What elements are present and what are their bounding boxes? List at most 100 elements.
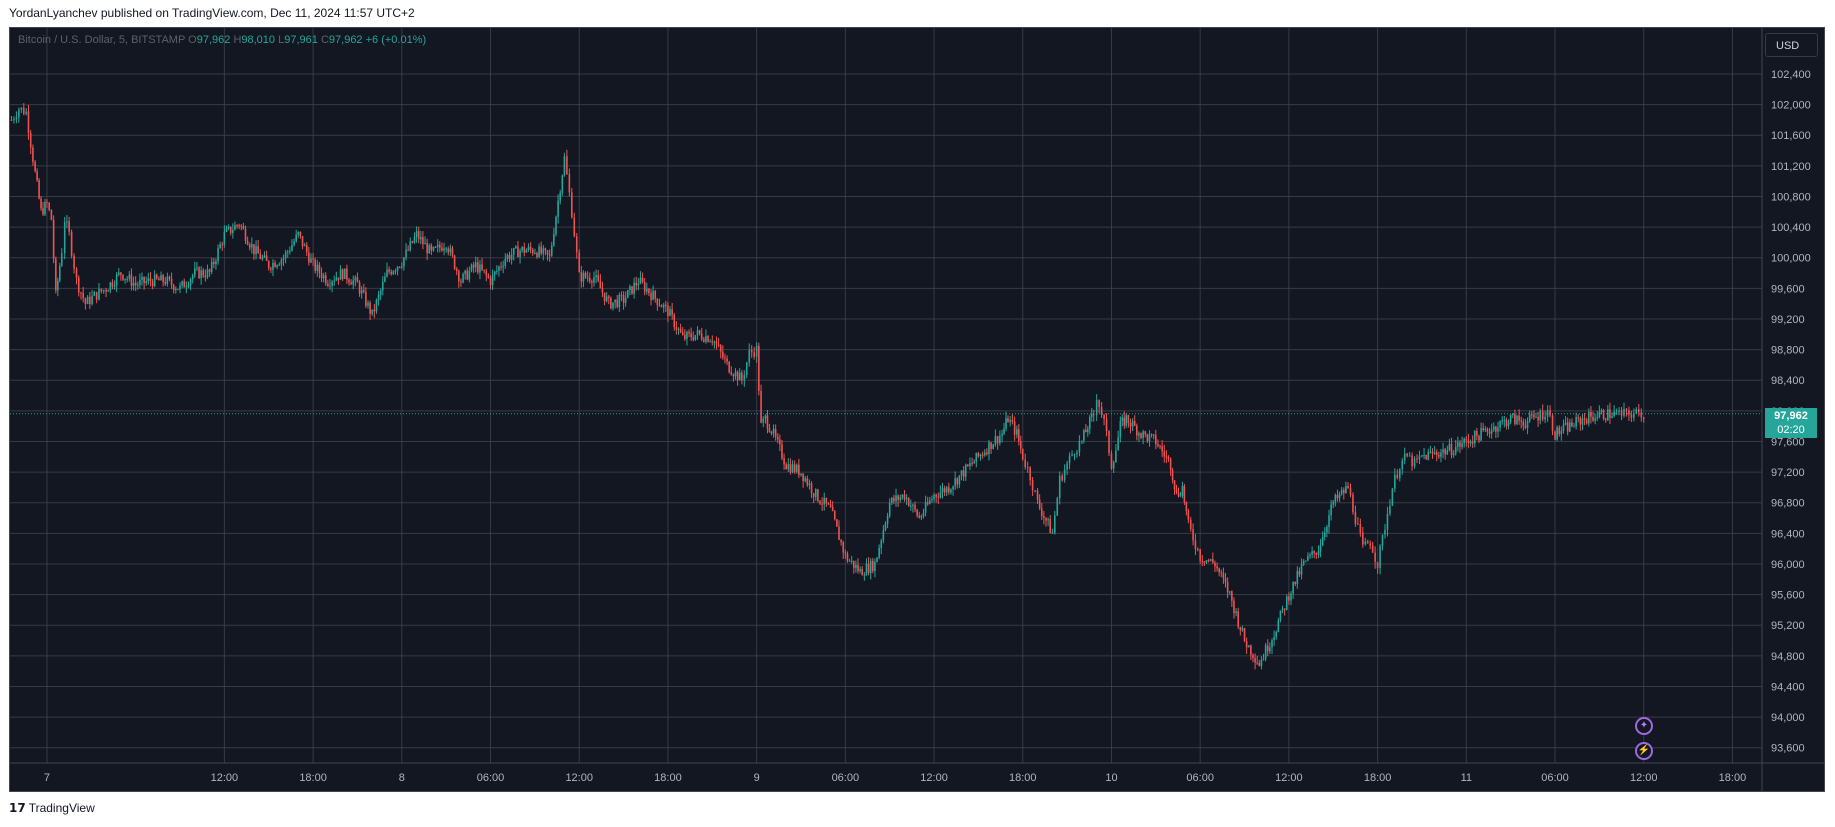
- y-tick-label: 97,600: [1771, 436, 1805, 448]
- candle-body: [1197, 548, 1199, 550]
- candle-body: [280, 259, 283, 265]
- candle-body: [352, 280, 355, 285]
- candle-body: [566, 156, 568, 175]
- candle-body: [891, 497, 893, 503]
- candle-body: [631, 286, 633, 294]
- candle-body: [1173, 480, 1176, 490]
- candle-body: [44, 201, 46, 215]
- candle-body: [772, 428, 775, 434]
- candle-body: [115, 274, 118, 286]
- candle-body: [1514, 413, 1516, 424]
- candle-body: [293, 241, 295, 246]
- candle-body: [1562, 424, 1565, 431]
- candle-body: [1150, 434, 1153, 436]
- candle-body: [102, 289, 105, 292]
- candle-body: [542, 248, 545, 254]
- candle-body: [1076, 452, 1078, 455]
- candle-body: [1175, 489, 1178, 493]
- candle-body: [1581, 418, 1584, 425]
- candle-body: [741, 372, 743, 381]
- currency-button[interactable]: USD: [1765, 33, 1818, 57]
- candle-body: [544, 248, 547, 251]
- candle-body: [1539, 410, 1542, 421]
- candle-body: [1429, 451, 1432, 453]
- candle-body: [34, 161, 36, 172]
- candle-body: [804, 478, 807, 482]
- candle-body: [586, 277, 589, 279]
- candle-body: [1585, 419, 1588, 424]
- candle-body: [1233, 600, 1235, 614]
- candle-body: [800, 473, 802, 476]
- candle-body: [132, 282, 135, 286]
- candle-body: [1226, 582, 1229, 593]
- candle-body: [580, 272, 583, 282]
- candle-body: [455, 268, 458, 271]
- y-tick-label: 98,400: [1771, 375, 1805, 387]
- candle-body: [743, 375, 746, 381]
- candle-body: [1133, 421, 1136, 426]
- candle-body: [1340, 489, 1343, 494]
- candle-body: [553, 234, 555, 246]
- candle-body: [1254, 658, 1256, 663]
- candle-body: [1264, 645, 1267, 659]
- candle-body: [415, 231, 418, 237]
- candle-body: [1544, 416, 1546, 420]
- candle-body: [536, 253, 538, 257]
- lightning-icon[interactable]: ⚡: [1635, 742, 1653, 760]
- candle-body: [641, 277, 644, 283]
- candle-body: [149, 278, 152, 282]
- candle-body: [1328, 515, 1330, 527]
- candle-body: [1088, 416, 1091, 429]
- candle-body: [168, 276, 171, 279]
- y-tick-label: 99,600: [1771, 283, 1805, 295]
- candle-body: [134, 282, 137, 285]
- candle-body: [568, 174, 571, 193]
- candle-body: [215, 261, 217, 265]
- candle-body: [1604, 418, 1607, 421]
- x-tick-label: 10: [1105, 772, 1117, 784]
- price-chart[interactable]: 93,600 94,000 94,400 94,800 95,200 95,600 96,0…: [10, 28, 1824, 791]
- candle-body: [869, 560, 872, 574]
- candle-body: [703, 339, 705, 342]
- candle-body: [1294, 581, 1297, 585]
- candle-body: [335, 277, 338, 281]
- candle-body: [196, 267, 198, 269]
- candle-body: [1394, 474, 1396, 489]
- symbol-legend: Bitcoin / U.S. Dollar, 5, BITSTAMP O97,9…: [18, 34, 426, 46]
- chart-panel[interactable]: 93,600 94,000 94,400 94,800 95,200 95,600 96,0…: [9, 27, 1825, 792]
- candle-body: [32, 147, 34, 162]
- candle-body: [1321, 536, 1324, 546]
- candle-body: [318, 264, 321, 273]
- candle-body: [259, 253, 262, 259]
- candle-body: [1252, 654, 1254, 659]
- candle-body: [973, 461, 975, 464]
- candle-body: [191, 275, 194, 280]
- candle-body: [935, 494, 937, 497]
- candle-body: [629, 286, 631, 291]
- candle-body: [434, 246, 437, 248]
- candle-body: [1092, 413, 1095, 416]
- candle-body: [1450, 443, 1453, 456]
- candle-body: [667, 305, 669, 317]
- candle-body: [831, 507, 834, 512]
- candle-body: [504, 258, 507, 266]
- tradingview-logo[interactable]: 17 TradingView: [9, 801, 95, 815]
- candle-body: [1271, 640, 1273, 648]
- candle-body: [1192, 529, 1194, 541]
- candle-body: [430, 245, 433, 251]
- candle-body: [1201, 560, 1204, 562]
- candle-body: [1345, 486, 1347, 494]
- candle-body: [1503, 419, 1506, 421]
- candle-body: [77, 277, 80, 293]
- candle-body: [1224, 578, 1227, 583]
- candle-body: [1484, 428, 1487, 431]
- candle-body: [607, 296, 610, 298]
- candle-body: [1279, 610, 1282, 621]
- candle-body: [960, 470, 963, 476]
- candle-body: [1354, 512, 1357, 524]
- candle-body: [73, 255, 75, 269]
- candle-body: [827, 503, 830, 505]
- sparkle-icon[interactable]: ✦: [1635, 717, 1653, 735]
- candle-body: [295, 234, 297, 242]
- candle-body: [1199, 549, 1201, 561]
